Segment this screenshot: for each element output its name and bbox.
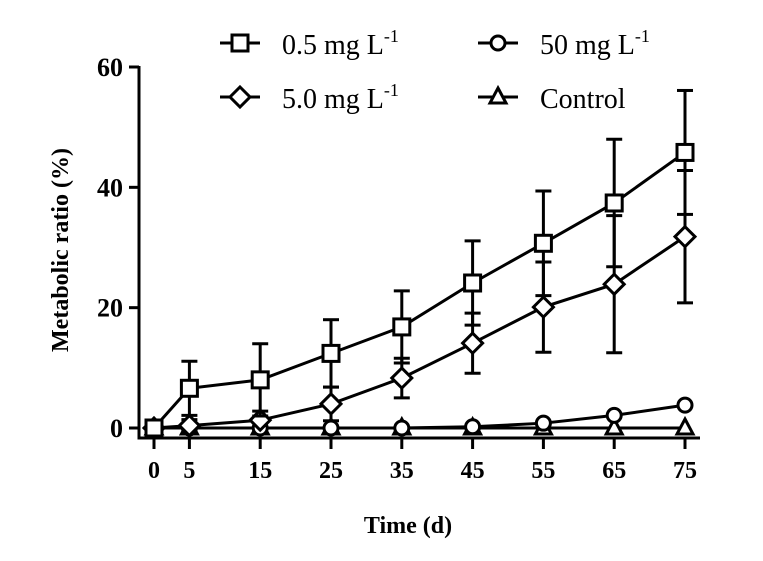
y-tick-label: 40 xyxy=(97,173,123,202)
data-point-diamond xyxy=(318,391,344,417)
series-line-5-0-mg-l-1 xyxy=(153,235,686,430)
legend: 0.5 mg L-1 50 mg L-1 5.0 mg L-1 Control xyxy=(220,26,650,115)
data-point-square xyxy=(179,378,199,398)
data-point-square xyxy=(463,273,483,293)
triangle-icon xyxy=(487,84,509,105)
x-tick-label: 75 xyxy=(673,458,697,484)
data-point-square xyxy=(392,317,412,337)
x-tick-label: 15 xyxy=(248,458,272,484)
y-axis-label: Metabolic ratio (%) xyxy=(48,148,74,352)
legend-label-superscript: -1 xyxy=(635,26,650,46)
circle-icon xyxy=(489,34,507,52)
legend-label: 5.0 mg L-1 xyxy=(282,80,399,115)
data-point-square xyxy=(675,142,695,162)
square-icon xyxy=(230,33,250,53)
series-square xyxy=(144,88,695,438)
data-point-circle xyxy=(534,414,552,432)
data-point-circle xyxy=(464,418,482,436)
x-axis-label: Time (d) xyxy=(364,513,452,539)
legend-label: Control xyxy=(540,84,626,115)
data-point-circle xyxy=(322,419,340,437)
data-point-diamond xyxy=(177,413,202,438)
data-point-diamond xyxy=(531,294,556,320)
x-tick-label: 5 xyxy=(183,458,195,484)
plot-area xyxy=(141,88,698,441)
data-point-triangle xyxy=(603,415,625,436)
data-point-circle xyxy=(605,406,623,424)
data-point-diamond xyxy=(389,365,414,391)
data-point-square xyxy=(533,233,553,253)
data-point-square xyxy=(604,193,624,213)
data-point-diamond xyxy=(672,224,698,249)
legend-item: 5.0 mg L-1 xyxy=(220,80,399,115)
data-point-circle xyxy=(393,419,411,437)
x-tick-label: 35 xyxy=(390,458,414,484)
diamond-icon xyxy=(227,84,253,110)
y-tick-label: 20 xyxy=(97,294,123,323)
legend-item: 0.5 mg L-1 xyxy=(220,26,399,61)
series-line-50-mg-l-1 xyxy=(154,403,686,430)
y-tick-label: 60 xyxy=(97,53,123,82)
legend-label-superscript: -1 xyxy=(384,80,399,100)
x-tick-label: 45 xyxy=(461,458,485,484)
legend-item: 50 mg L-1 xyxy=(478,26,650,61)
x-tick-label: 25 xyxy=(319,458,343,484)
data-point-diamond xyxy=(460,331,485,356)
legend-label-superscript: -1 xyxy=(384,26,399,46)
legend-item: Control xyxy=(478,84,626,115)
data-point-square xyxy=(250,370,270,390)
data-point-circle xyxy=(676,396,694,414)
x-tick-label: 65 xyxy=(602,458,626,484)
legend-label: 0.5 mg L-1 xyxy=(282,26,399,61)
x-tick-label: 55 xyxy=(531,458,555,484)
y-tick-label: 0 xyxy=(110,414,123,443)
data-point-diamond xyxy=(602,272,627,297)
data-point-square xyxy=(321,343,341,363)
data-point-square xyxy=(144,418,164,438)
legend-label: 50 mg L-1 xyxy=(540,26,650,61)
data-point-triangle xyxy=(674,415,696,436)
x-tick-label: 0 xyxy=(148,458,160,484)
